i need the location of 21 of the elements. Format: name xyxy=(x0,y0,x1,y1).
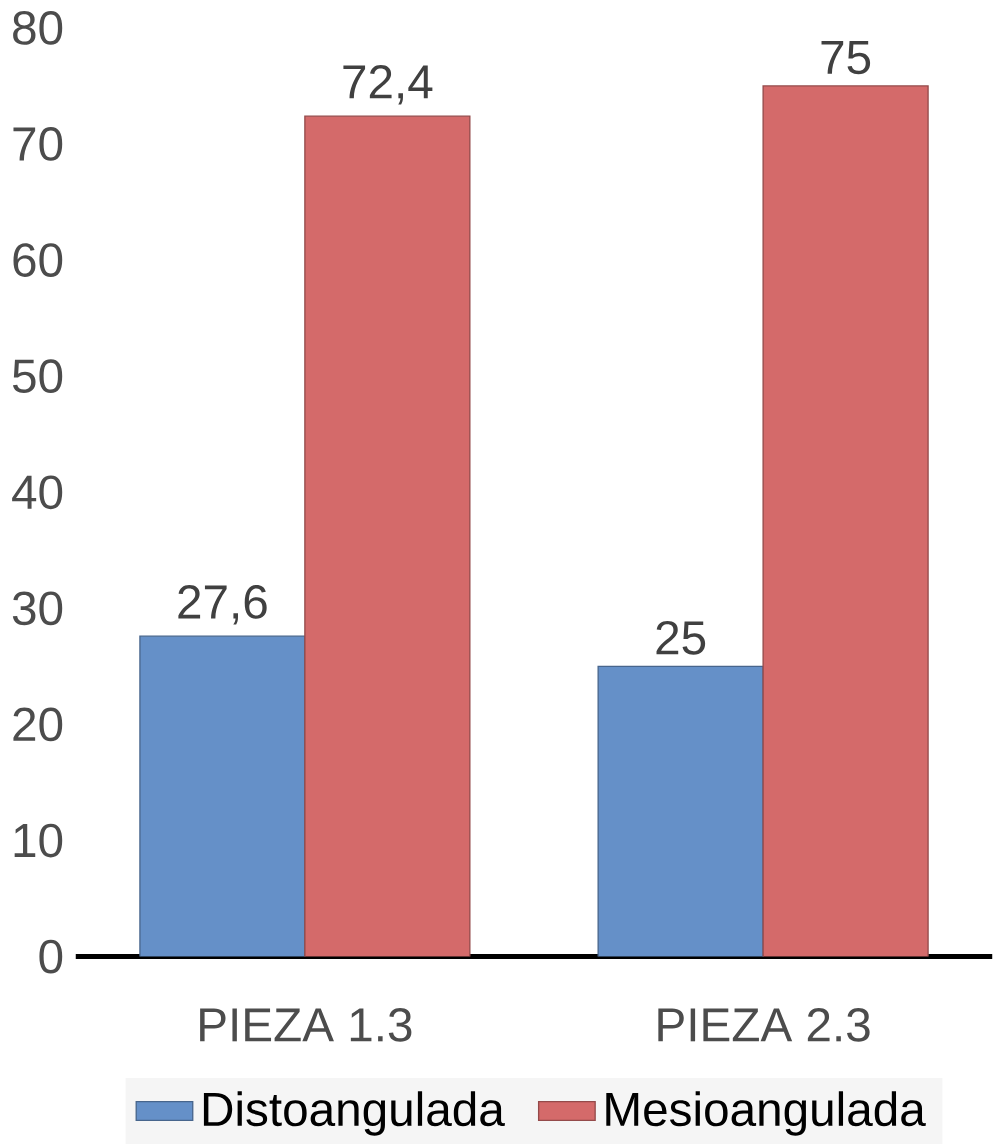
y-tick-label: 20 xyxy=(13,707,63,742)
y-tick-label: 50 xyxy=(13,359,63,394)
y-tick-label: 60 xyxy=(13,243,63,277)
y-tick-label: 30 xyxy=(12,591,63,626)
legend-label: Distoangulada xyxy=(204,1091,505,1136)
y-tick-label: 70 xyxy=(13,127,63,161)
y-tick-label: 80 xyxy=(13,11,63,45)
data-label: 27,6 xyxy=(178,585,267,625)
bar xyxy=(139,635,306,957)
x-tick-label: PIEZA 2.3 xyxy=(658,1008,870,1042)
legend-label: Mesioangulada xyxy=(606,1091,926,1136)
y-tick-label: 0 xyxy=(39,939,63,974)
bar xyxy=(304,115,471,957)
data-label: 75 xyxy=(821,40,871,75)
data-label: 25 xyxy=(656,620,706,655)
bar xyxy=(762,85,929,957)
bar xyxy=(597,665,764,957)
y-tick-label: 10 xyxy=(14,823,63,858)
x-tick-label: PIEZA 1.3 xyxy=(200,1008,412,1042)
y-tick-label: 40 xyxy=(12,475,63,510)
data-label: 72,4 xyxy=(343,65,433,105)
